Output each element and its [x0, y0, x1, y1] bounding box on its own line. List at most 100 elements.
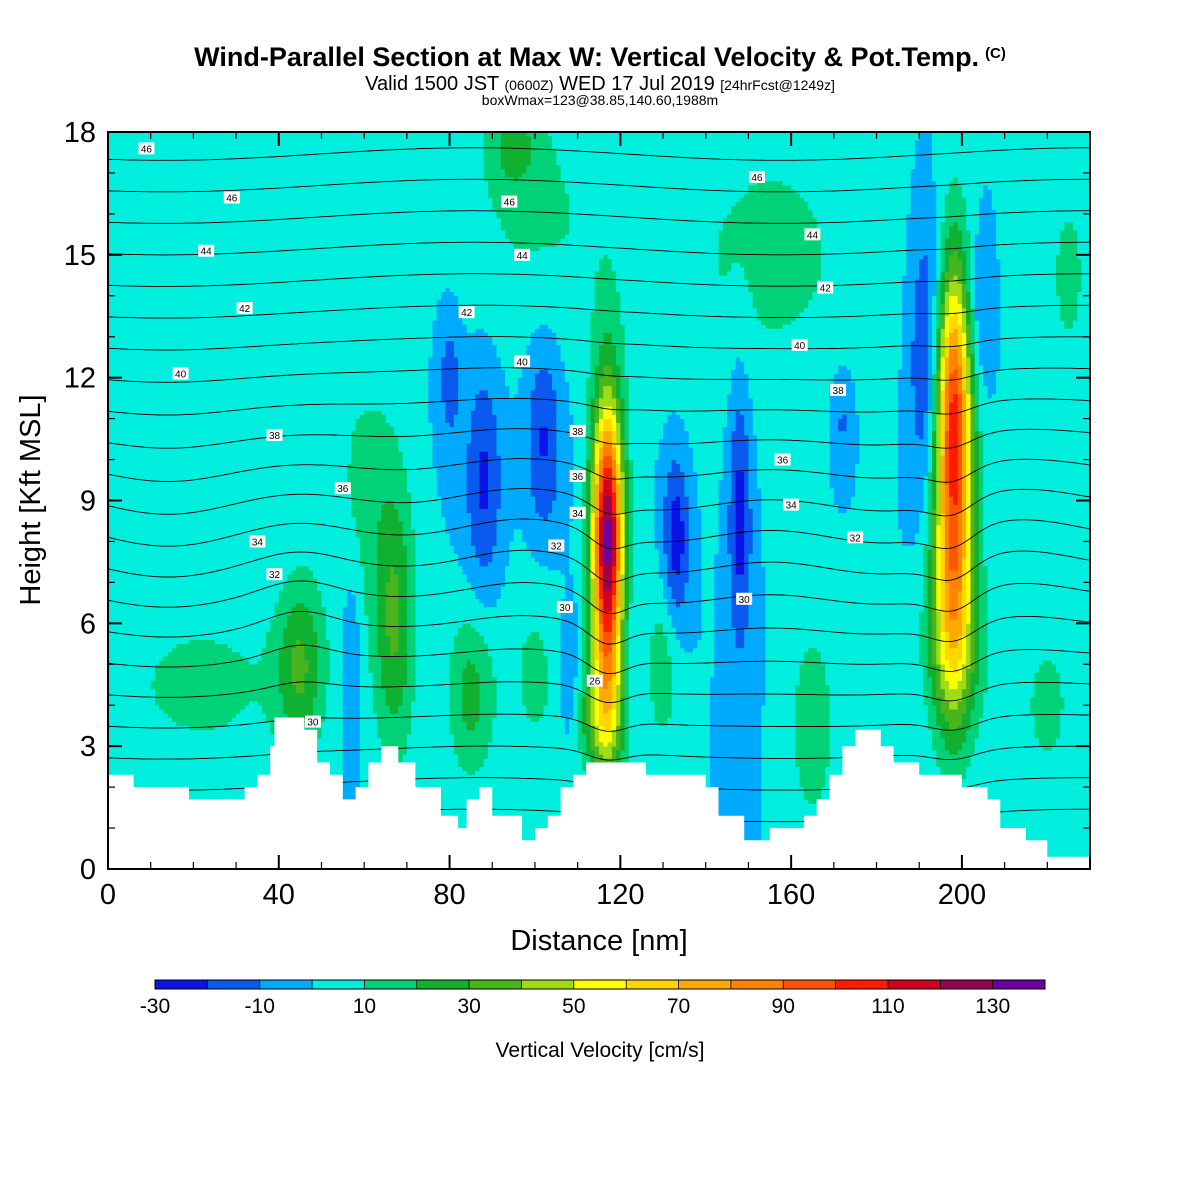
velocity-cell: [744, 635, 766, 641]
velocity-cell: [850, 496, 899, 501]
velocity-cell: [317, 676, 331, 681]
velocity-cell: [347, 479, 408, 485]
velocity-cell: [466, 463, 480, 469]
velocity-cell: [978, 717, 1035, 722]
velocity-cell: [932, 328, 937, 333]
velocity-cell: [897, 442, 929, 448]
velocity-cell: [936, 401, 941, 407]
velocity-cell: [355, 610, 365, 616]
velocity-cell: [603, 680, 608, 686]
velocity-cell: [620, 320, 762, 325]
velocity-cell: [1064, 696, 1090, 702]
velocity-cell: [667, 487, 685, 493]
velocity-cell: [671, 709, 711, 714]
velocity-cell: [957, 299, 963, 305]
velocity-cell: [372, 709, 391, 714]
velocity-cell: [458, 356, 502, 362]
velocity-cell: [910, 360, 929, 366]
velocity-cell: [449, 725, 468, 731]
velocity-cell: [902, 537, 916, 542]
velocity-cell: [620, 299, 754, 305]
velocity-cell: [359, 537, 378, 542]
velocity-cell: [479, 483, 489, 489]
velocity-cell: [539, 717, 566, 722]
velocity-cell: [624, 442, 630, 448]
velocity-cell: [949, 528, 959, 534]
velocity-cell: [453, 741, 489, 747]
velocity-cell: [970, 434, 976, 440]
velocity-cell: [586, 749, 596, 755]
velocity-cell: [342, 610, 357, 616]
velocity-cell: [671, 655, 715, 661]
velocity-cell: [932, 586, 937, 591]
velocity-cell: [628, 663, 651, 669]
velocity-cell: [108, 754, 284, 759]
velocity-cell: [978, 549, 984, 555]
velocity-cell: [927, 430, 933, 436]
velocity-cell: [283, 582, 318, 587]
velocity-cell: [961, 352, 967, 358]
velocity-cell: [765, 647, 809, 653]
velocity-cell: [530, 389, 557, 395]
velocity-cell: [500, 475, 532, 481]
velocity-cell: [961, 573, 967, 579]
velocity-cell: [556, 414, 574, 419]
velocity-cell: [556, 430, 574, 436]
velocity-cell: [616, 610, 621, 616]
velocity-cell: [411, 504, 442, 509]
velocity-cell: [957, 426, 963, 432]
velocity-cell: [910, 340, 929, 346]
velocity-cell: [932, 741, 946, 747]
velocity-cell: [966, 647, 971, 653]
velocity-cell: [364, 573, 378, 579]
velocity-cell: [932, 389, 937, 395]
velocity-cell: [530, 332, 557, 338]
velocity-cell: [833, 381, 856, 387]
velocity-cell: [829, 729, 933, 735]
velocity-cell: [628, 438, 660, 444]
velocity-cell: [714, 668, 766, 673]
velocity-cell: [590, 332, 604, 338]
velocity-cell: [974, 737, 1040, 743]
velocity-cell: [650, 696, 672, 702]
velocity-cell: [620, 401, 626, 407]
velocity-cell: [944, 455, 950, 460]
velocity-cell: [744, 532, 754, 538]
velocity-cell: [978, 500, 984, 505]
velocity-cell: [944, 303, 950, 309]
velocity-cell: [684, 418, 728, 423]
velocity-cell: [500, 492, 532, 497]
velocity-cell: [594, 430, 600, 436]
velocity-cell: [974, 590, 980, 595]
velocity-cell: [620, 315, 758, 321]
velocity-cell: [748, 438, 758, 444]
velocity-cell: [599, 655, 604, 661]
velocity-cell: [949, 344, 963, 350]
velocity-cell: [462, 766, 480, 772]
velocity-cell: [671, 504, 681, 509]
velocity-cell: [594, 401, 600, 407]
velocity-cell: [944, 745, 963, 751]
velocity-cell: [586, 446, 591, 452]
velocity-cell: [483, 639, 527, 645]
velocity-cell: [936, 553, 941, 559]
velocity-cell: [628, 537, 634, 542]
velocity-cell: [543, 647, 561, 653]
velocity-cell: [966, 389, 971, 395]
velocity-cell: [748, 582, 766, 587]
velocity-cell: [932, 492, 937, 497]
velocity-cell: [970, 647, 976, 653]
velocity-cell: [902, 336, 916, 342]
velocity-cell: [500, 467, 532, 473]
velocity-cell: [227, 643, 267, 649]
velocity-cell: [108, 377, 429, 383]
velocity-cell: [803, 307, 903, 313]
velocity-cell: [961, 618, 967, 624]
velocity-cell: [671, 532, 685, 538]
velocity-cell: [961, 344, 967, 350]
velocity-cell: [944, 324, 950, 329]
velocity-cell: [744, 557, 749, 563]
velocity-cell: [829, 717, 929, 722]
velocity-cell: [487, 463, 502, 469]
velocity-cell: [594, 561, 600, 567]
